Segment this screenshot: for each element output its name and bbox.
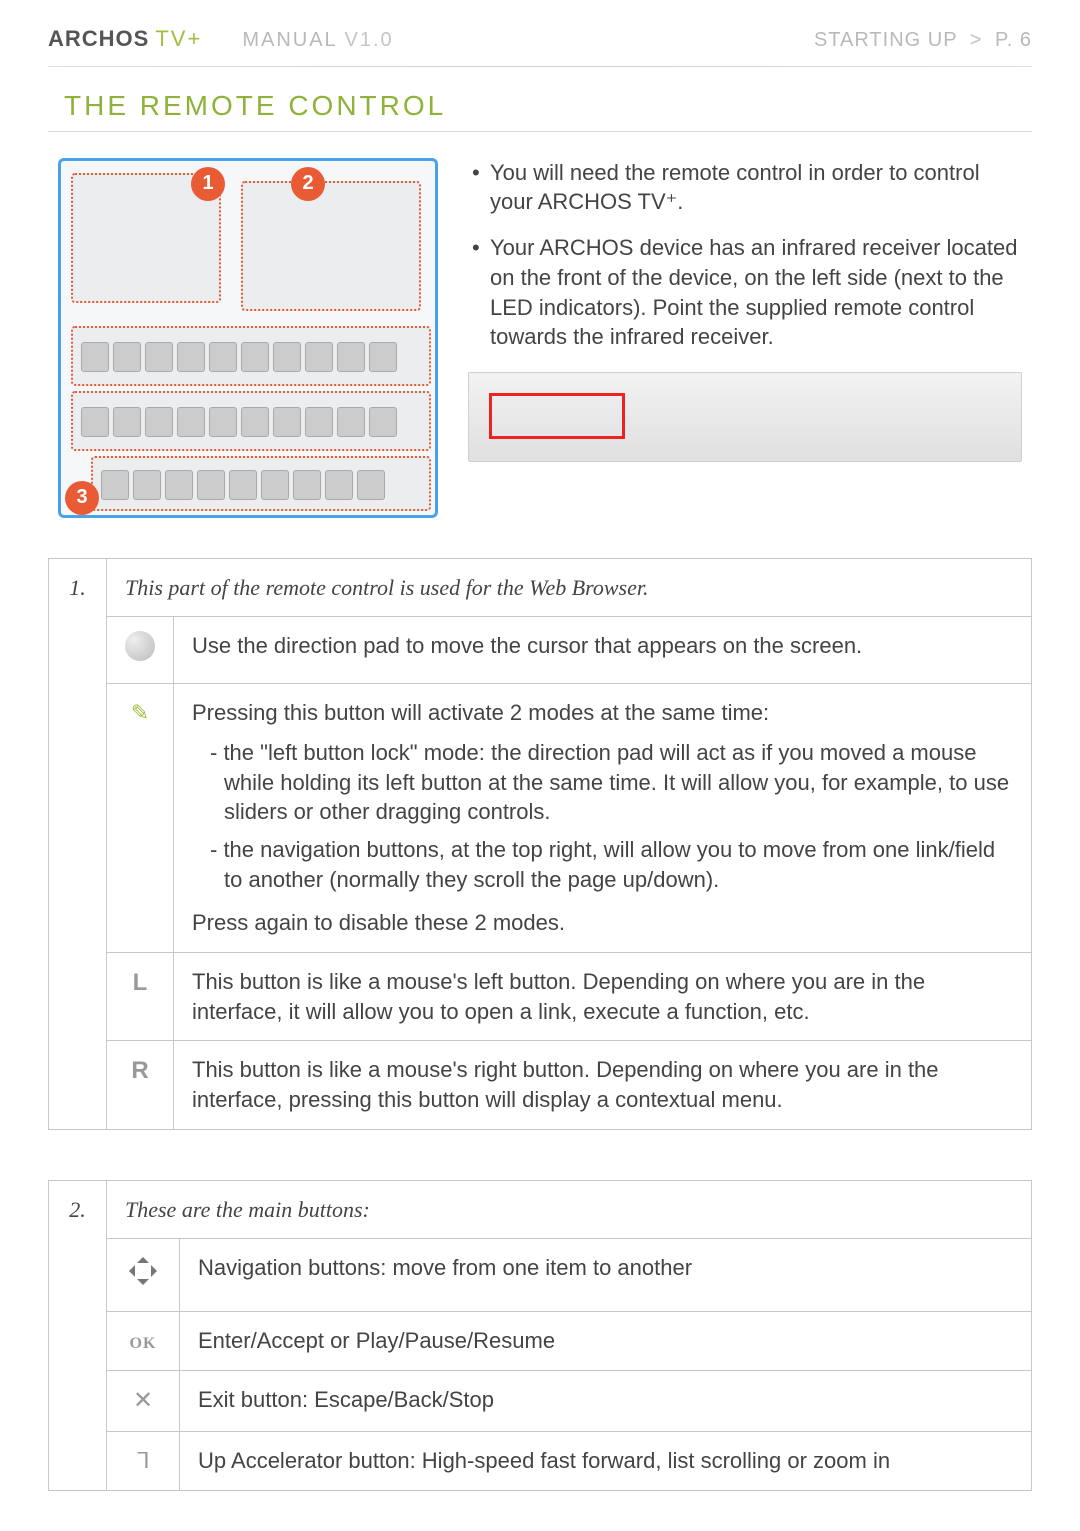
- row-intro: Pressing this button will activate 2 mod…: [192, 698, 1013, 728]
- remote-badge-3: 3: [65, 481, 99, 515]
- row-text: This button is like a mouse's left butto…: [174, 952, 1032, 1040]
- table-row: Use the direction pad to move the cursor…: [49, 617, 1032, 684]
- navigation-arrows-icon: [125, 1253, 161, 1289]
- brand-logo: ARCHOS: [48, 24, 149, 54]
- row-text: Up Accelerator button: High-speed fast f…: [180, 1432, 1032, 1491]
- table-row: R This button is like a mouse's right bu…: [49, 1041, 1032, 1129]
- manual-version: V1.0: [344, 29, 393, 51]
- row-sub1: - the "left button lock" mode: the direc…: [210, 738, 1013, 827]
- table-row: ᒣ Up Accelerator button: High-speed fast…: [49, 1432, 1032, 1491]
- table-row: L This button is like a mouse's left but…: [49, 952, 1032, 1040]
- row-text: Use the direction pad to move the cursor…: [174, 617, 1032, 684]
- remote-zone-3b: [71, 391, 431, 451]
- direction-pad-icon: [125, 631, 155, 661]
- row-outro: Press again to disable these 2 modes.: [192, 908, 1013, 938]
- breadcrumb: STARTING UP > P. 6: [814, 27, 1032, 54]
- table-row: ✎ Pressing this button will activate 2 m…: [49, 684, 1032, 953]
- breadcrumb-sep: >: [964, 29, 989, 51]
- up-accelerator-icon: ᒣ: [136, 1448, 149, 1473]
- dpad-icon-cell: [107, 617, 174, 684]
- ok-icon: OK: [130, 1335, 157, 1352]
- intro-bullet-1: You will need the remote control in orde…: [468, 158, 1022, 217]
- table-row: OK Enter/Accept or Play/Pause/Resume: [49, 1312, 1032, 1371]
- exit-icon: ✕: [133, 1387, 153, 1414]
- table-row: ✕ Exit button: Escape/Back/Stop: [49, 1370, 1032, 1431]
- intro-text: You will need the remote control in orde…: [468, 158, 1022, 462]
- row-text: Navigation buttons: move from one item t…: [180, 1239, 1032, 1312]
- row-text-block: Pressing this button will activate 2 mod…: [174, 684, 1032, 953]
- remote-zone-3c: [91, 456, 431, 511]
- device-figure: [468, 372, 1022, 462]
- group2-heading: These are the main buttons:: [107, 1180, 1032, 1239]
- x-icon-cell: ✕: [107, 1370, 180, 1431]
- manual-label-block: MANUAL V1.0: [242, 27, 393, 54]
- row-sub2: - the navigation buttons, at the top rig…: [210, 835, 1013, 894]
- table-row: Navigation buttons: move from one item t…: [49, 1239, 1032, 1312]
- accel-icon-cell: ᒣ: [107, 1432, 180, 1491]
- section-title: THE REMOTE CONTROL: [48, 87, 1032, 125]
- section-rule: [48, 131, 1032, 132]
- remote-badge-1: 1: [191, 167, 225, 201]
- breadcrumb-section: STARTING UP: [814, 29, 957, 51]
- remote-table-2: 2. These are the main buttons: Navigatio…: [48, 1180, 1032, 1491]
- remote-table-1: 1. This part of the remote control is us…: [48, 558, 1032, 1130]
- group1-heading: This part of the remote control is used …: [107, 558, 1032, 617]
- breadcrumb-page: P. 6: [995, 29, 1032, 51]
- group2-num: 2.: [49, 1180, 107, 1490]
- group1-num: 1.: [49, 558, 107, 1129]
- mouse-icon-cell: ✎: [107, 684, 174, 953]
- header-rule: [48, 66, 1032, 67]
- nav-icon-cell: [107, 1239, 180, 1312]
- remote-zone-3a: [71, 326, 431, 386]
- remote-zone-2: [241, 181, 421, 311]
- mouse-mode-icon: ✎: [127, 698, 153, 718]
- page-header: ARCHOS TV+ MANUAL V1.0 STARTING UP > P. …: [48, 24, 1032, 62]
- row-text: This button is like a mouse's right butt…: [174, 1041, 1032, 1129]
- intro-bullet-2: Your ARCHOS device has an infrared recei…: [468, 233, 1022, 352]
- ok-icon-cell: OK: [107, 1312, 180, 1371]
- brand: ARCHOS TV+: [48, 24, 202, 54]
- remote-control-figure: 1 2 3: [58, 158, 438, 518]
- row-text: Exit button: Escape/Back/Stop: [180, 1370, 1032, 1431]
- l-button-icon: L: [107, 952, 174, 1040]
- remote-badge-2: 2: [291, 167, 325, 201]
- spacer-table: [48, 1140, 1032, 1170]
- brand-sub: TV+: [155, 24, 202, 54]
- manual-label: MANUAL: [242, 29, 337, 51]
- row-text: Enter/Accept or Play/Pause/Resume: [180, 1312, 1032, 1371]
- r-button-icon: R: [107, 1041, 174, 1129]
